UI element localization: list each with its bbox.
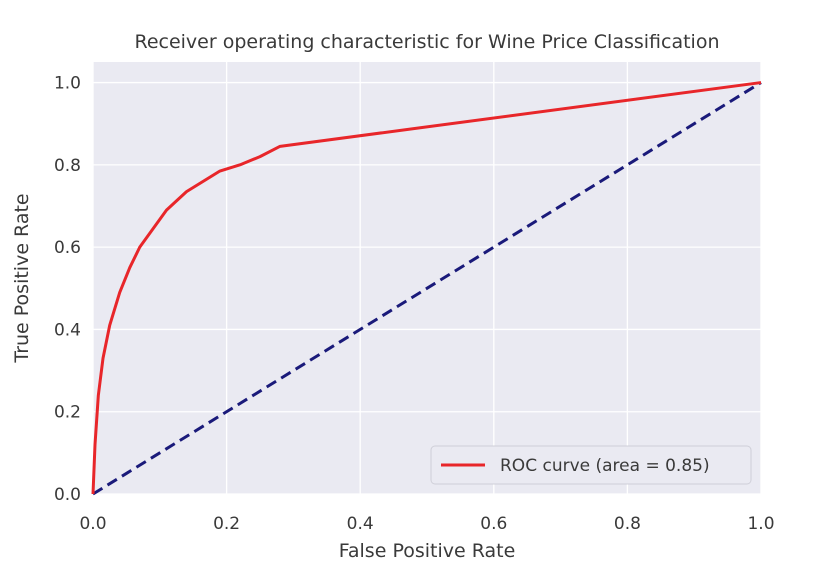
series-group	[91, 81, 762, 496]
y-tick-label: 0.2	[54, 403, 81, 423]
y-tick-label: 0.4	[54, 320, 81, 340]
y-tick-label: 0.6	[54, 238, 81, 258]
y-tick-label: 1.0	[54, 74, 81, 94]
x-tick-label: 1.0	[747, 514, 774, 534]
x-tick-label: 0.2	[213, 514, 240, 534]
y-tick-labels: 0.0 0.2 0.4 0.6 0.8 1.0	[54, 74, 81, 505]
x-tick-label: 0.4	[347, 514, 374, 534]
x-tick-label: 0.6	[480, 514, 507, 534]
x-tick-label: 0.8	[614, 514, 641, 534]
chance-diagonal-line	[92, 81, 762, 496]
y-axis-label: True Positive Rate	[11, 193, 33, 363]
y-tick-label: 0.8	[54, 156, 81, 176]
legend-box	[430, 445, 752, 485]
legend-label-roc: ROC curve (area = 0.85)	[500, 456, 710, 476]
x-tick-labels: 0.0 0.2 0.4 0.6 0.8 1.0	[79, 514, 774, 534]
grid	[92, 62, 762, 495]
roc-curve-line	[91, 81, 762, 495]
x-tick-label: 0.0	[79, 514, 106, 534]
plot-background	[93, 62, 761, 494]
y-tick-label: 0.0	[54, 485, 81, 505]
chart-title: Receiver operating characteristic for Wi…	[134, 31, 719, 53]
x-axis-label: False Positive Rate	[339, 540, 516, 562]
legend: ROC curve (area = 0.85)	[430, 445, 752, 485]
